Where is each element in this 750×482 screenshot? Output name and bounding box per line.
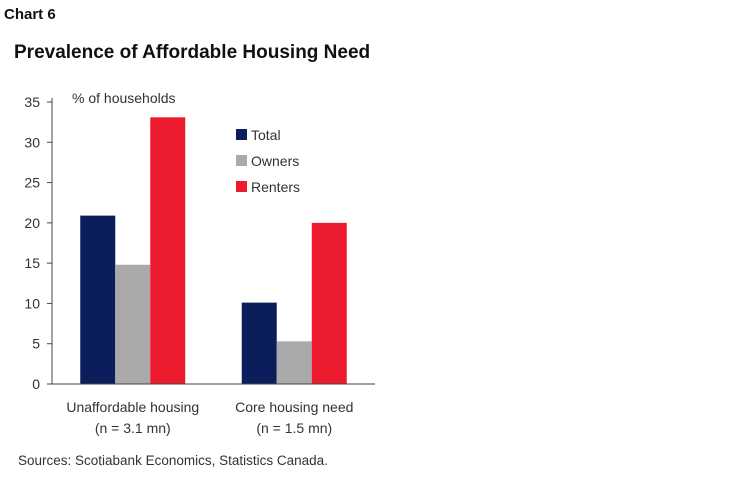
bars bbox=[80, 117, 347, 385]
x-category-label: Unaffordable housing bbox=[66, 399, 199, 415]
bar-renters-2 bbox=[311, 222, 347, 384]
legend-swatch-total bbox=[236, 129, 247, 140]
y-tick-label: 25 bbox=[24, 175, 40, 191]
y-tick-label: 15 bbox=[24, 255, 40, 271]
x-category-sublabel: (n = 3.1 mn) bbox=[95, 420, 171, 436]
legend-swatch-renters bbox=[236, 181, 247, 192]
y-axis-label: % of households bbox=[72, 90, 176, 106]
legend-swatch-owners bbox=[236, 155, 247, 166]
y-tick-label: 0 bbox=[32, 376, 40, 392]
legend-label-total: Total bbox=[251, 127, 281, 143]
x-category-label: Core housing need bbox=[235, 399, 353, 415]
bar-owners-2 bbox=[276, 341, 312, 384]
legend: Total Owners Renters bbox=[236, 127, 300, 195]
bar-total-1 bbox=[80, 215, 116, 384]
bar-renters-1 bbox=[150, 117, 186, 385]
x-axis: Unaffordable housing (n = 3.1 mn) Core hou… bbox=[52, 383, 375, 436]
bar-total-2 bbox=[241, 302, 277, 384]
y-tick-label: 5 bbox=[32, 336, 40, 352]
x-category-sublabel: (n = 1.5 mn) bbox=[256, 420, 332, 436]
legend-label-owners: Owners bbox=[251, 153, 299, 169]
chart-number: Chart 6 bbox=[4, 6, 56, 23]
y-axis: 0 5 10 15 20 25 30 35 bbox=[24, 94, 53, 392]
y-tick-label: 30 bbox=[24, 134, 40, 150]
chart-title: Prevalence of Affordable Housing Need bbox=[14, 42, 371, 63]
bar-owners-1 bbox=[115, 264, 151, 384]
y-tick-label: 10 bbox=[24, 295, 40, 311]
legend-label-renters: Renters bbox=[251, 179, 300, 195]
y-tick-label: 20 bbox=[24, 215, 40, 231]
y-tick-label: 35 bbox=[24, 94, 40, 110]
source-note: Sources: Scotiabank Economics, Statistic… bbox=[18, 453, 328, 468]
